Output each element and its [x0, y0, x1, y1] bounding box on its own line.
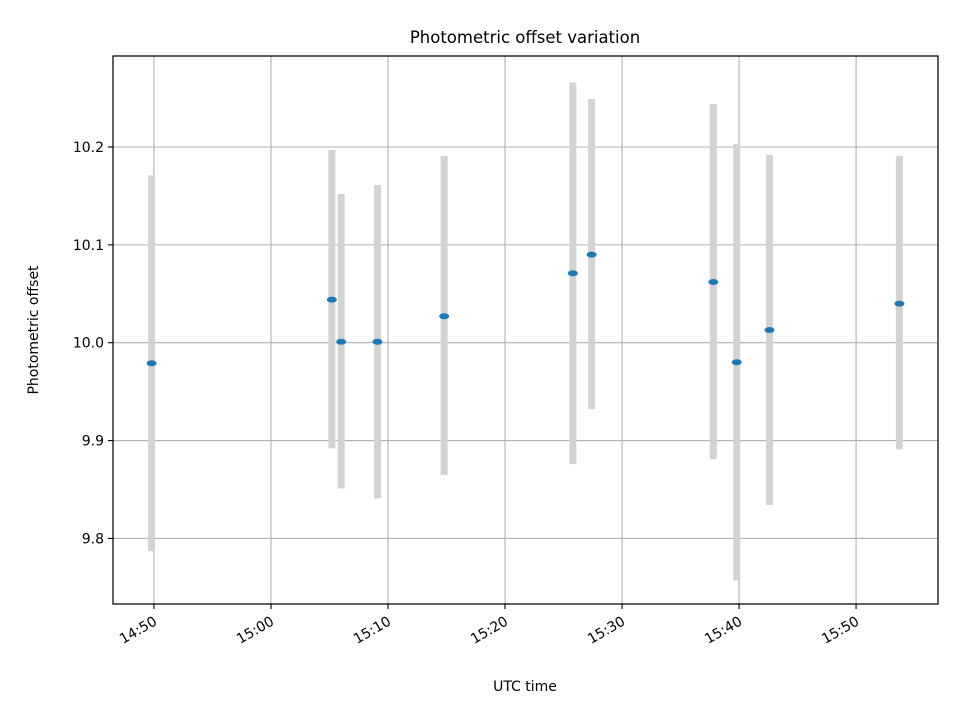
chart-title: Photometric offset variation	[410, 28, 640, 47]
data-point	[336, 338, 347, 345]
y-tick-label: 10.2	[73, 140, 104, 156]
y-tick-label: 10.1	[73, 238, 104, 254]
x-axis-ticks: 14:50 15:00 15:10 15:20 15:30 15:40 15:50	[117, 604, 862, 648]
data-point	[586, 251, 597, 258]
data-point	[708, 279, 719, 286]
data-point	[567, 270, 578, 277]
x-tick-label: 15:10	[351, 614, 394, 648]
y-tick-label: 9.9	[82, 434, 104, 450]
error-bars	[148, 82, 903, 581]
data-point	[146, 360, 157, 367]
plot-frame	[112, 55, 939, 605]
data-point	[326, 296, 337, 303]
x-tick-label: 15:50	[819, 614, 862, 648]
x-tick-label: 15:20	[468, 614, 511, 648]
y-axis-label: Photometric offset	[26, 265, 42, 395]
x-tick-label: 15:30	[585, 614, 628, 648]
y-tick-label: 10.0	[73, 336, 104, 352]
x-tick-label: 14:50	[117, 614, 160, 648]
data-point	[372, 338, 383, 345]
grid	[113, 56, 938, 604]
data-point	[764, 327, 775, 333]
data-point	[731, 359, 742, 366]
y-axis-ticks: 9.8 9.9 10.0 10.1 10.2	[73, 140, 113, 547]
x-axis-label: UTC time	[493, 679, 557, 695]
data-point	[894, 300, 905, 307]
data-points	[146, 251, 905, 367]
y-tick-label: 9.8	[82, 531, 104, 547]
x-tick-label: 15:00	[234, 614, 277, 648]
data-point	[439, 313, 450, 320]
x-tick-label: 15:40	[702, 614, 745, 648]
